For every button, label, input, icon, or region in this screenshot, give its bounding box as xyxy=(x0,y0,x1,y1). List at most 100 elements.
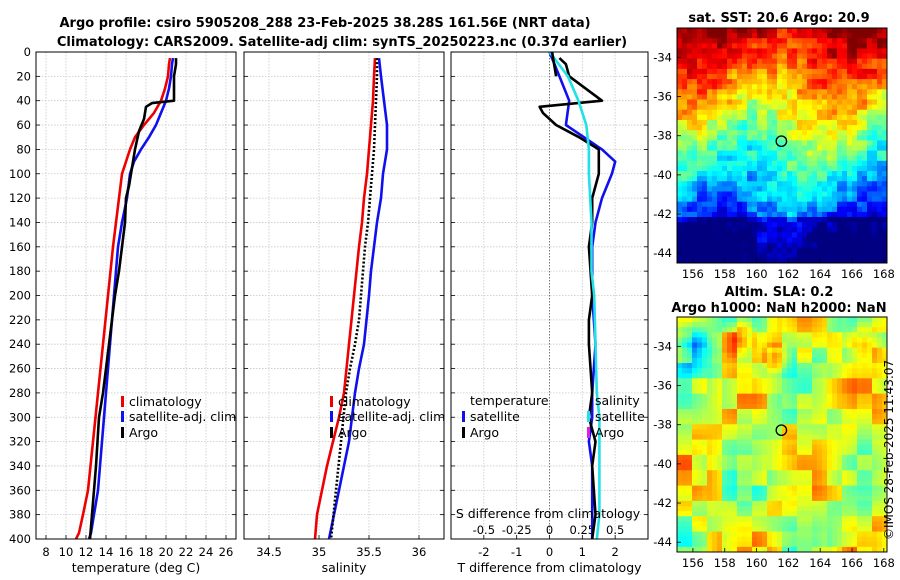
map-cell xyxy=(807,201,813,208)
map-cell xyxy=(702,104,708,111)
map-cell xyxy=(682,191,688,198)
map-cell xyxy=(872,257,878,263)
map-cell xyxy=(757,99,763,106)
map-cell xyxy=(692,247,698,254)
x-tick-label: 160 xyxy=(746,267,768,281)
map-cell xyxy=(807,414,813,420)
map-cell xyxy=(817,378,823,385)
map-cell xyxy=(862,398,868,405)
map-cell xyxy=(737,104,743,111)
map-cell xyxy=(772,378,778,385)
map-cell xyxy=(747,434,753,441)
map-cell xyxy=(712,79,718,85)
map-cell xyxy=(687,439,693,446)
map-cell xyxy=(877,383,883,390)
map-cell xyxy=(777,383,783,390)
map-cell xyxy=(847,352,853,359)
map-cell xyxy=(762,119,768,126)
map-cell xyxy=(697,191,703,198)
map-cell xyxy=(777,165,783,172)
y-tick-label: 140 xyxy=(9,215,31,229)
map-cell xyxy=(807,176,813,182)
map-cell xyxy=(847,439,853,446)
map-cell xyxy=(677,160,683,167)
map-cell xyxy=(737,506,743,512)
map-cell xyxy=(752,439,758,446)
map-cell xyxy=(842,104,848,111)
map-cell xyxy=(737,33,743,39)
map-cell xyxy=(862,186,868,193)
map-cell xyxy=(702,337,708,344)
map-cell xyxy=(712,53,718,60)
map-cell xyxy=(877,485,883,492)
map-cell xyxy=(767,495,773,502)
map-cell xyxy=(732,541,738,548)
map-cell xyxy=(747,475,753,482)
map-cell xyxy=(697,196,703,203)
map-cell xyxy=(697,171,703,177)
map-cell xyxy=(802,217,808,223)
map-cell xyxy=(857,237,863,244)
map-cell xyxy=(757,424,763,430)
map-cell xyxy=(772,242,778,249)
map-cell xyxy=(677,485,683,492)
map-cell xyxy=(802,155,808,162)
map-cell xyxy=(877,342,883,349)
map-cell xyxy=(857,160,863,167)
map-cell xyxy=(757,68,763,75)
map-cell xyxy=(752,342,758,349)
map-cell xyxy=(832,191,838,198)
map-cell xyxy=(792,546,798,552)
map-cell xyxy=(697,104,703,111)
map-cell xyxy=(857,171,863,177)
map-cell xyxy=(822,419,828,425)
map-cell xyxy=(777,465,783,471)
map-cell xyxy=(762,186,768,193)
map-cell xyxy=(747,536,753,543)
map-cell xyxy=(877,155,883,162)
map-cell xyxy=(797,89,803,96)
map-cell xyxy=(857,439,863,446)
map-cell xyxy=(847,68,853,75)
map-cell xyxy=(822,368,828,374)
map-cell xyxy=(772,217,778,223)
map-cell xyxy=(787,444,793,451)
map-cell xyxy=(812,419,818,425)
map-cell xyxy=(712,342,718,349)
map-cell xyxy=(847,362,853,369)
map-cell xyxy=(837,526,843,533)
map-cell xyxy=(727,516,733,522)
map-cell xyxy=(707,217,713,223)
map-cell xyxy=(827,237,833,244)
map-cell xyxy=(727,388,733,395)
map-cell xyxy=(842,521,848,528)
map-cell xyxy=(812,38,818,44)
map-cell xyxy=(712,104,718,111)
map-cell xyxy=(822,470,828,476)
map-cell xyxy=(877,222,883,228)
map-cell xyxy=(687,119,693,126)
map-cell xyxy=(682,257,688,263)
map-cell xyxy=(772,439,778,446)
map-cell xyxy=(822,191,828,198)
map-cell xyxy=(712,252,718,259)
map-cell xyxy=(802,327,808,333)
map-cell xyxy=(707,104,713,111)
map-cell xyxy=(687,546,693,552)
map-cell xyxy=(767,237,773,244)
map-cell xyxy=(862,506,868,512)
map-cell xyxy=(832,511,838,517)
map-cell xyxy=(847,252,853,259)
map-cell xyxy=(852,516,858,522)
map-cell xyxy=(882,211,887,218)
map-cell xyxy=(707,434,713,441)
map-cell xyxy=(727,160,733,167)
map-cell xyxy=(707,222,713,228)
map-cell xyxy=(802,125,808,131)
map-cell xyxy=(782,368,788,374)
map-cell xyxy=(687,247,693,254)
map-cell xyxy=(752,155,758,162)
map-cell xyxy=(757,119,763,126)
map-cell xyxy=(802,408,808,415)
map-cell xyxy=(867,378,873,385)
